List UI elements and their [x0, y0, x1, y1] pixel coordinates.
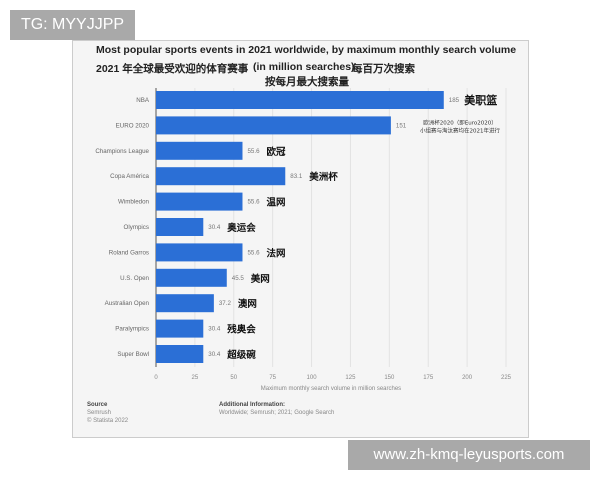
info-text: Worldwide; Semrush; 2021; Google Search — [219, 410, 335, 416]
annotation: 残奥会 — [227, 324, 256, 336]
watermark-bottom-right: www.zh-kmq-leyusports.com — [348, 440, 590, 470]
x-tick-label: 50 — [230, 375, 237, 381]
chart-subtitle-zh3: 按每月最大搜索量 — [265, 76, 349, 88]
value-label: 30.4 — [208, 224, 221, 231]
x-tick-label: 125 — [345, 375, 356, 381]
value-label: 37.2 — [219, 300, 232, 307]
bar — [156, 167, 286, 186]
category-label: EURO 2020 — [116, 122, 150, 129]
bar — [156, 116, 391, 135]
value-label: 151 — [396, 122, 407, 129]
source-block: Source Semrush © Statista 2022 — [87, 401, 128, 425]
annotation: 奥运会 — [226, 222, 256, 234]
annotation: 美网 — [250, 273, 270, 285]
category-label: Australian Open — [105, 300, 150, 307]
category-label: NBA — [136, 97, 150, 104]
value-label: 55.6 — [247, 148, 260, 155]
value-label: 45.5 — [232, 275, 245, 282]
source-line: Semrush — [87, 410, 112, 416]
category-label: Super Bowl — [117, 351, 149, 358]
bar — [156, 243, 243, 262]
watermark-top-left: TG: MYYJJPP — [10, 10, 135, 40]
bar — [156, 268, 227, 287]
bar — [156, 91, 444, 109]
value-label: 30.4 — [208, 351, 221, 358]
bar — [156, 218, 204, 236]
source-line: © Statista 2022 — [87, 418, 129, 424]
annotation: 澳网 — [238, 298, 257, 310]
additional-info: Additional Information: Worldwide; Semru… — [219, 401, 334, 417]
annotation: 温网 — [266, 197, 285, 209]
x-tick-label: 75 — [269, 375, 276, 381]
x-tick-label: 225 — [501, 375, 512, 381]
annotation: 小组赛与淘汰赛均在2021年进行 — [420, 126, 500, 134]
category-label: U.S. Open — [120, 275, 149, 282]
annotation: 美职篮 — [464, 93, 497, 107]
x-tick-label: 100 — [307, 375, 318, 381]
category-label: Paralympics — [115, 326, 149, 333]
x-tick-label: 0 — [154, 375, 158, 381]
category-label: Copa América — [110, 173, 149, 180]
chart-subtitle-zh: 2021 年全球最受欢迎的体育赛事 — [96, 63, 249, 75]
x-tick-label: 25 — [192, 375, 199, 381]
chart-subtitle-unit: (in million searches) — [253, 61, 355, 73]
annotation: 美洲杯 — [308, 171, 338, 183]
category-label: Wimbledon — [118, 199, 150, 206]
info-label: Additional Information: — [219, 402, 285, 408]
annotation: 欧冠 — [266, 146, 286, 158]
category-label: Roland Garros — [109, 249, 149, 256]
value-label: 55.6 — [247, 249, 260, 256]
chart-subtitle-zh2: 每百万次搜索 — [352, 63, 415, 75]
bar — [156, 192, 243, 211]
category-label: Olympics — [124, 224, 149, 231]
source-label: Source — [87, 402, 108, 408]
annotation: 超级碗 — [226, 349, 256, 361]
bar — [156, 294, 214, 313]
annotation: 法网 — [266, 247, 285, 259]
x-tick-label: 150 — [384, 375, 395, 381]
x-tick-label: 200 — [462, 375, 473, 381]
annotation: 欧洲杯2020（即Euro2020） — [423, 118, 496, 126]
bar — [156, 319, 204, 338]
category-label: Champions League — [95, 148, 149, 155]
value-label: 55.6 — [247, 199, 260, 206]
x-axis-title: Maximum monthly search volume in million… — [261, 386, 401, 392]
x-tick-label: 175 — [423, 375, 434, 381]
value-label: 83.1 — [290, 173, 303, 180]
bar — [156, 141, 243, 160]
chart-title: Most popular sports events in 2021 world… — [96, 44, 517, 56]
bar — [156, 345, 204, 363]
value-label: 185 — [449, 97, 460, 104]
value-label: 30.4 — [208, 326, 221, 333]
